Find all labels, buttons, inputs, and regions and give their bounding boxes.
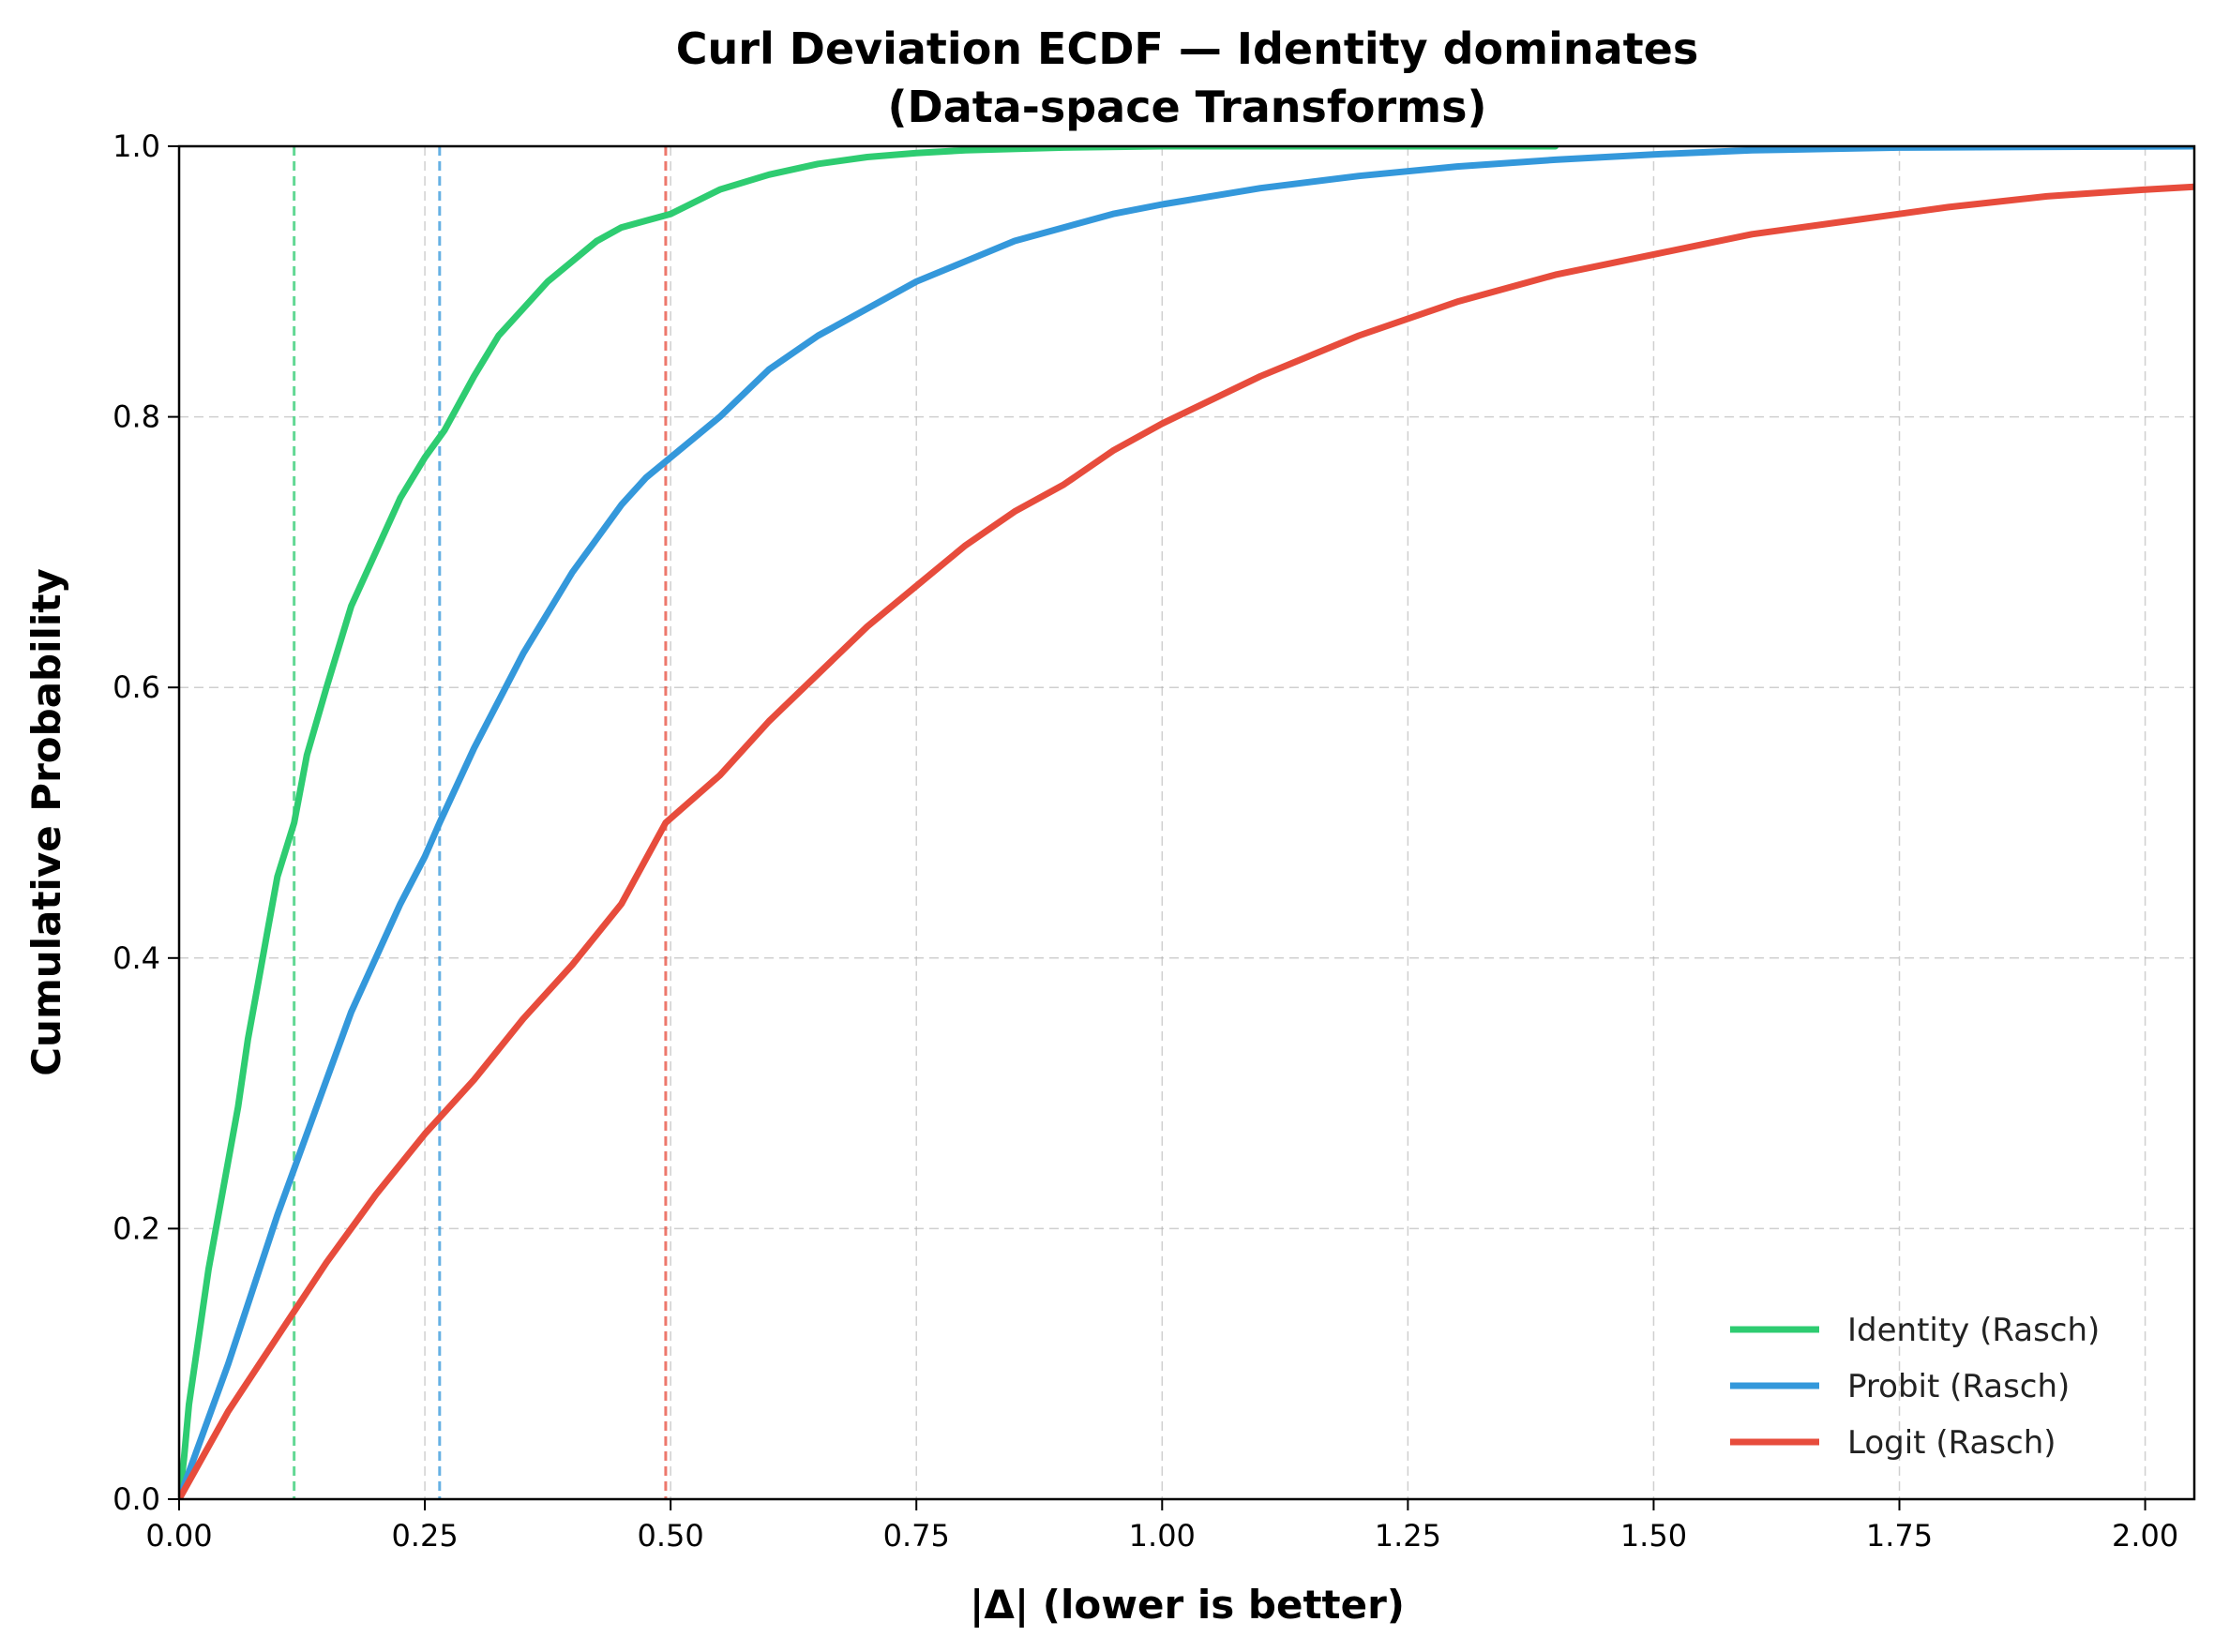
y-tick-label: 0.8 [113,399,160,435]
chart-title: Curl Deviation ECDF — Identity dominates [676,23,1698,74]
y-tick-label: 0.6 [113,669,160,705]
legend: Identity (Rasch) Probit (Rasch) Logit (Ras… [1730,1312,2100,1462]
x-axis-ticks: 0.00 0.25 0.50 0.75 1.00 1.25 1.50 1.75 2.00 [145,1499,2178,1554]
x-axis-label: |Δ| (lower is better) [970,1582,1405,1628]
logit-series-line [179,183,2194,1499]
identity-series-line [179,146,1559,1499]
y-tick-label: 0.4 [113,940,160,976]
y-tick-label: 0.0 [113,1481,160,1517]
x-tick-label: 1.00 [1129,1518,1196,1554]
x-tick-label: 0.00 [145,1518,212,1554]
chart-subtitle: (Data-space Transforms) [887,82,1486,132]
plot-frame [177,144,2196,1501]
logit-legend-label: Logit (Rasch) [1847,1424,2056,1462]
identity-legend-label: Identity (Rasch) [1847,1312,2100,1349]
y-tick-label: 1.0 [113,128,160,164]
probit-legend-label: Probit (Rasch) [1847,1368,2070,1405]
x-tick-label: 1.75 [1866,1518,1933,1554]
series-lines [179,146,2194,1499]
x-tick-label: 0.50 [638,1518,704,1554]
x-tick-label: 0.25 [391,1518,458,1554]
x-tick-label: 0.75 [883,1518,950,1554]
y-tick-label: 0.2 [113,1210,160,1246]
x-tick-label: 1.25 [1375,1518,1441,1554]
y-axis-ticks: 0.0 0.2 0.4 0.6 0.8 1.0 [113,128,179,1517]
x-tick-label: 2.00 [2112,1518,2178,1554]
x-tick-label: 1.50 [1620,1518,1687,1554]
y-axis-label: Cumulative Probability [23,568,69,1076]
probit-series-line [179,146,2194,1499]
